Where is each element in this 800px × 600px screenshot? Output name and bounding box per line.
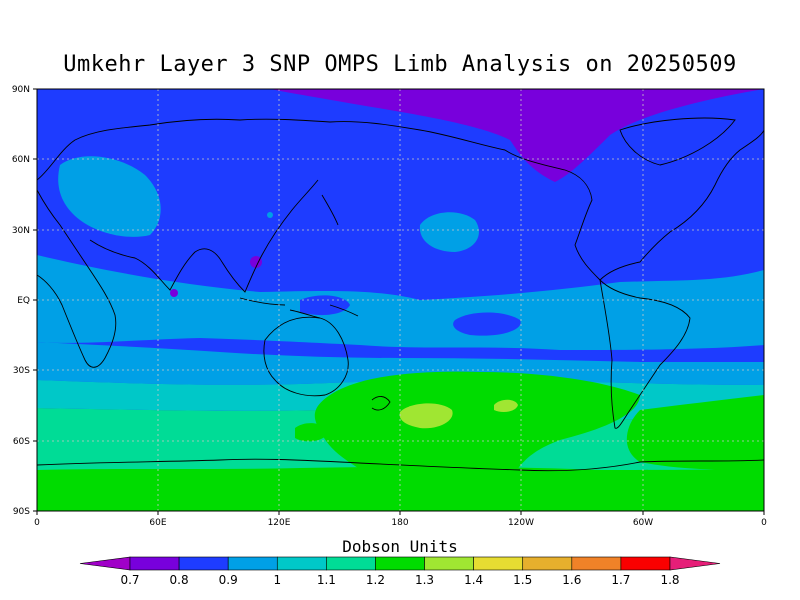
tick-marks	[33, 88, 765, 515]
colorbar-title: Dobson Units	[342, 537, 458, 556]
patch-1.4-b	[494, 399, 518, 413]
colorbar-swatch	[473, 556, 524, 571]
colorbar-level-label: 0.7	[120, 573, 139, 587]
patch-1.4-a	[399, 403, 453, 429]
coast-antarctica	[37, 458, 764, 472]
coast-eurasia-north	[37, 118, 506, 181]
lon-labels: 0 60E 120E 180 120W 60W 0	[34, 518, 767, 528]
lon-label: 120W	[508, 518, 534, 528]
coast-japan	[321, 194, 339, 226]
lat-label: 30S	[13, 366, 30, 376]
colorbar-swatch	[571, 556, 622, 571]
lat-label: 60S	[13, 437, 30, 447]
band-1.0-tropics	[37, 255, 764, 350]
colorbar-swatch	[178, 556, 229, 571]
colorbar-level-label: 1.8	[660, 573, 679, 587]
lon-label: 60E	[149, 518, 166, 528]
colorbar-swatch	[276, 556, 327, 571]
gridlines	[37, 89, 764, 511]
lon-label: 120E	[268, 518, 291, 528]
coast-china	[221, 179, 319, 293]
patch-0.8-seasia	[250, 256, 262, 268]
lat-labels: 90N 60N 30N EQ 30S 60S 90S	[12, 85, 30, 517]
colorbar-level-label: 1.2	[366, 573, 385, 587]
coast-australia	[263, 316, 349, 397]
patch-0.9-eq	[453, 312, 521, 336]
band-1.0-south	[37, 342, 764, 385]
lat-label: EQ	[17, 296, 30, 306]
patch-0.8-india	[170, 289, 178, 297]
coast-arabia-india	[89, 239, 223, 291]
lon-label: 0	[761, 518, 767, 528]
colorbar-level-label: 1	[273, 573, 281, 587]
patch-1.0-eurasia	[58, 156, 161, 237]
coast-africa	[37, 189, 117, 368]
patch-1.0-china	[267, 212, 273, 218]
colorbar-swatch	[326, 556, 376, 571]
coast-south-america	[599, 278, 691, 429]
map-title: Umkehr Layer 3 SNP OMPS Limb Analysis on…	[63, 52, 737, 77]
patch-1.3-west	[295, 423, 328, 442]
patch-1.0-pacific	[419, 212, 479, 252]
colorbar-level-label: 1.6	[562, 573, 581, 587]
colorbar-swatch	[522, 556, 573, 571]
lat-label: 60N	[12, 155, 30, 165]
colorbar-labels: 0.7 0.8 0.9 1 1.1 1.2 1.3 1.4 1.5 1.6 1.7 1.8	[120, 573, 679, 587]
colorbar-level-label: 0.8	[170, 573, 189, 587]
lon-label: 60W	[633, 518, 653, 528]
lon-label: 0	[34, 518, 40, 528]
coastlines	[37, 117, 764, 472]
band-1.3-south	[37, 466, 764, 511]
colorbar-max-arrow	[669, 556, 721, 571]
lon-label: 180	[391, 518, 408, 528]
colorbar-level-label: 1.5	[513, 573, 532, 587]
region-0.8-arctic	[270, 89, 764, 182]
colorbar-level-label: 0.9	[219, 573, 238, 587]
lat-label: 90N	[12, 85, 30, 95]
colorbar-level-label: 1.4	[464, 573, 483, 587]
colorbar-swatch	[375, 556, 425, 571]
coast-north-america	[504, 129, 764, 281]
colorbar-level-label: 1.1	[317, 573, 336, 587]
colorbar-swatch	[227, 556, 278, 571]
colorbar-min-arrow	[79, 556, 131, 571]
colorbar-level-label: 1.3	[415, 573, 434, 587]
coast-new-zealand	[371, 396, 391, 411]
colorbar-swatch	[620, 556, 671, 571]
colorbar-swatch	[129, 556, 180, 571]
coast-greenland	[619, 117, 736, 166]
region-1.3-south-atlantic	[626, 395, 764, 470]
lat-label: 90S	[13, 507, 30, 517]
colorbar-level-label: 1.7	[611, 573, 630, 587]
colorbar-swatch	[424, 556, 474, 571]
colorbar	[79, 556, 721, 571]
lat-label: 30N	[12, 226, 30, 236]
